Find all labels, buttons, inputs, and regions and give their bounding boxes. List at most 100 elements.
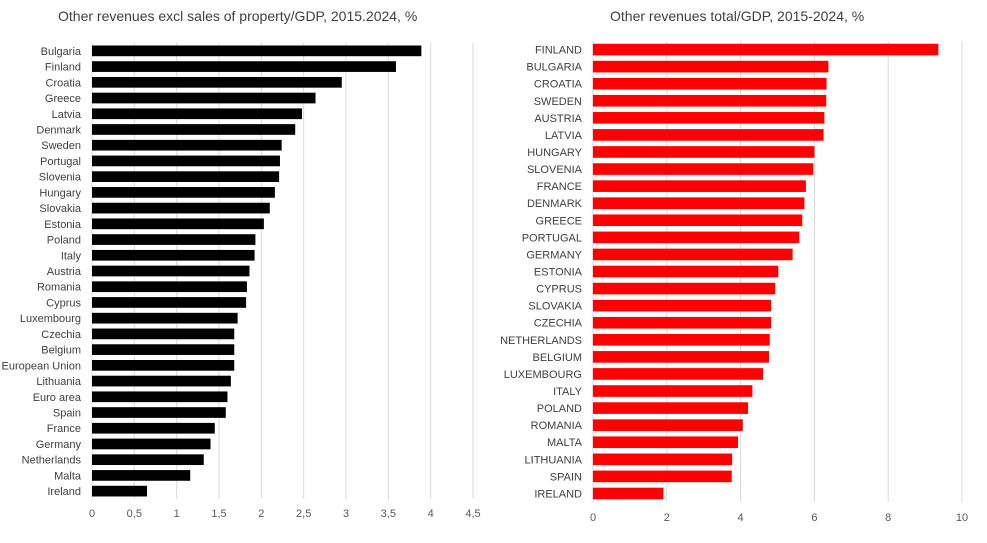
left-category-label: Luxembourg <box>20 313 81 325</box>
left-bar <box>92 171 280 183</box>
right-bar <box>593 282 776 295</box>
right-bar <box>593 385 753 397</box>
left-x-tick-label: 0 <box>89 508 95 520</box>
left-bar <box>92 375 231 387</box>
right-chart: 0 2 4 6 8 10 FINLAND BULGARIA CROATIA SWEDEN AUSTR… <box>500 41 968 524</box>
right-category-label: FINLAND <box>535 45 582 57</box>
left-category-label: European Union <box>1 360 81 372</box>
right-bar <box>593 299 772 312</box>
left-bar <box>92 359 235 371</box>
right-bar <box>593 316 772 329</box>
right-bar <box>593 248 793 261</box>
left-x-tick-label: 2 <box>258 508 264 520</box>
left-category-label: Netherlands <box>22 455 82 467</box>
right-category-label: POLAND <box>537 403 582 415</box>
right-category-label: DENMARK <box>527 198 583 210</box>
right-bar <box>593 163 814 175</box>
left-x-tick-label: 3 <box>343 508 349 520</box>
left-bar <box>92 281 247 293</box>
right-category-label: MALTA <box>547 437 583 449</box>
right-chart-title: Other revenues total/GDP, 2015-2024, % <box>610 8 865 24</box>
right-bar <box>593 94 827 107</box>
left-category-label: Sweden <box>41 140 81 152</box>
left-category-label: Belgium <box>41 345 81 357</box>
right-category-label: ESTONIA <box>534 267 583 279</box>
left-category-label: Germany <box>36 439 82 451</box>
left-category-label: Slovakia <box>39 203 81 215</box>
left-category-label: Malta <box>54 470 82 482</box>
right-bar <box>593 333 770 346</box>
left-bar <box>92 265 250 277</box>
right-category-label: NETHERLANDS <box>500 335 582 347</box>
left-bar <box>92 139 282 151</box>
left-category-label: Lithuania <box>36 376 82 388</box>
left-bar <box>92 422 215 434</box>
left-category-label: Greece <box>45 93 81 105</box>
left-chart-title: Other revenues excl sales of property/GD… <box>58 8 418 24</box>
right-bar <box>593 231 800 244</box>
left-bar <box>92 438 211 450</box>
left-category-label: Poland <box>47 235 81 247</box>
right-bar <box>593 43 939 56</box>
right-bar <box>593 368 764 380</box>
left-x-tick-label: 1 <box>174 508 180 520</box>
left-x-tick-label: 0,5 <box>127 508 142 520</box>
left-x-tick-label: 3,5 <box>381 508 396 520</box>
right-x-tick-label: 2 <box>664 512 670 524</box>
left-category-label: Slovenia <box>39 172 82 184</box>
left-x-tick-label: 1,5 <box>211 508 226 520</box>
left-bar <box>92 108 302 120</box>
left-category-label: Euro area <box>33 392 82 404</box>
right-category-label: ROMANIA <box>531 420 583 432</box>
right-bar <box>593 180 806 192</box>
right-category-label: SLOVAKIA <box>528 301 582 313</box>
left-bar <box>92 344 235 355</box>
left-bar <box>92 249 255 261</box>
left-bar <box>92 124 296 135</box>
left-bar <box>92 407 226 418</box>
right-category-label: SPAIN <box>550 471 582 483</box>
right-bar <box>593 402 748 414</box>
left-category-label: Estonia <box>44 219 82 231</box>
right-category-label: HUNGARY <box>527 147 582 159</box>
right-x-tick-label: 0 <box>590 512 596 524</box>
left-bar <box>92 218 264 230</box>
left-category-label: Austria <box>47 266 82 278</box>
right-bar <box>593 351 770 363</box>
left-category-label: Bulgaria <box>41 46 82 58</box>
right-category-label: BELGIUM <box>532 352 582 364</box>
right-bar <box>593 265 779 278</box>
left-category-label: Italy <box>61 250 82 262</box>
left-x-tick-label: 4,5 <box>465 508 480 520</box>
left-bar <box>92 297 247 308</box>
left-bar <box>92 61 396 72</box>
left-category-label: France <box>47 423 81 435</box>
left-bar <box>92 328 235 340</box>
left-bar <box>92 187 275 198</box>
right-category-label: LITHUANIA <box>525 454 583 466</box>
left-category-label: Ireland <box>47 486 81 498</box>
right-bar <box>593 197 805 210</box>
right-bar <box>593 436 739 449</box>
right-bar <box>593 77 827 90</box>
right-bar <box>593 146 815 158</box>
right-bar <box>593 60 829 73</box>
right-category-label: LATVIA <box>545 130 583 142</box>
right-category-label: ITALY <box>553 386 583 398</box>
right-x-tick-label: 10 <box>956 512 968 524</box>
right-category-label: IRELAND <box>534 488 582 500</box>
right-x-tick-label: 6 <box>811 512 817 524</box>
right-category-label: BULGARIA <box>526 62 582 74</box>
right-category-label: SLOVENIA <box>527 164 583 176</box>
left-bar <box>92 202 270 214</box>
left-category-label: Finland <box>45 62 81 74</box>
left-category-label: Spain <box>53 408 81 420</box>
right-category-label: CZECHIA <box>534 318 583 330</box>
left-bar <box>92 454 204 466</box>
left-category-label: Croatia <box>46 77 82 89</box>
left-x-tick-label: 4 <box>428 508 434 520</box>
left-bar <box>92 234 256 245</box>
right-category-label: AUSTRIA <box>534 113 582 125</box>
right-category-label: SWEDEN <box>534 96 582 108</box>
left-bar <box>92 45 422 57</box>
